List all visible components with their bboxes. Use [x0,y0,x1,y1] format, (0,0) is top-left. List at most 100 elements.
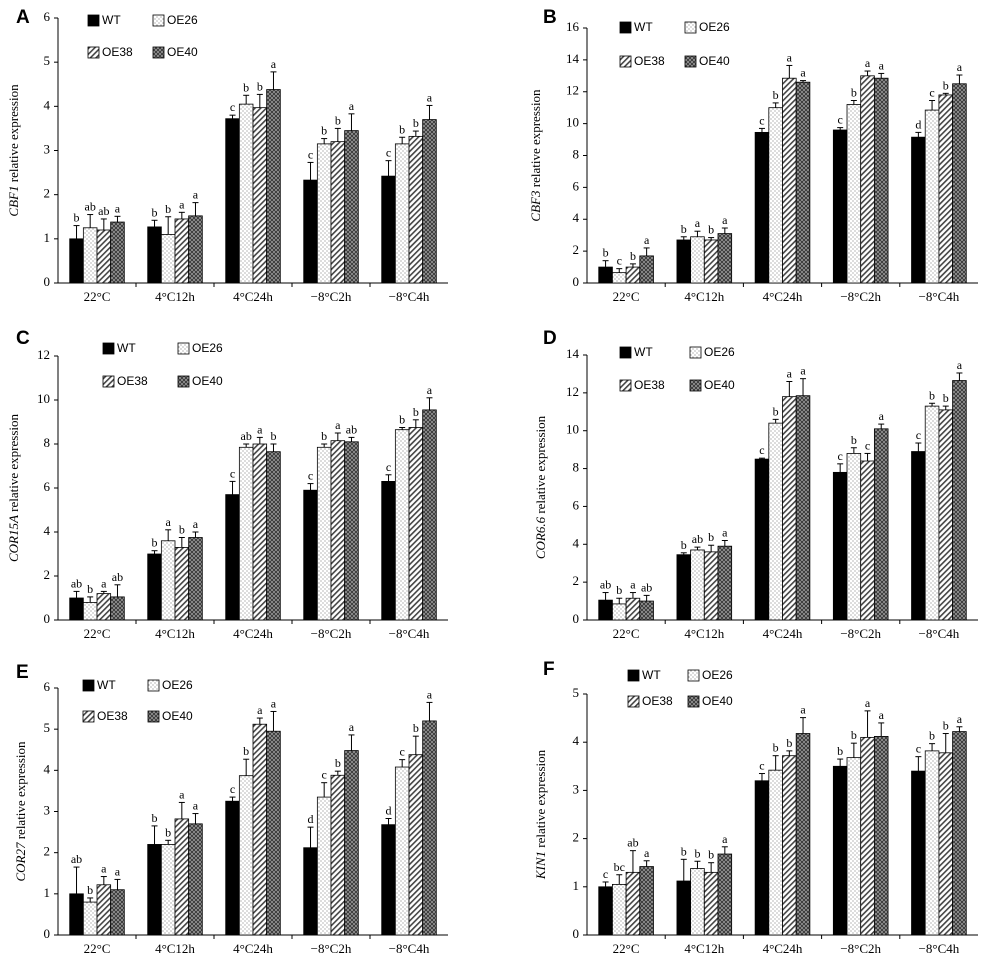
bar-oe26-1 [612,883,627,936]
legend-swatch-oe40 [689,379,702,392]
y-tick-label: 12 [566,83,579,98]
significance-letter: a [695,216,701,230]
significance-letter: b [413,721,419,735]
y-tick-label: 6 [44,679,51,694]
bar-oe26-5 [394,766,410,936]
bar-wt-2 [676,880,692,936]
significance-letter: a [800,66,806,80]
significance-letter: ab [692,532,703,546]
bar-wt-5 [911,451,926,621]
x-category-label: 4°C12h [155,941,195,956]
y-tick-label: 6 [44,479,51,494]
y-tick-label: 2 [44,567,51,582]
significance-letter: b [929,388,935,402]
legend-swatch-oe38 [619,55,632,68]
legend-label-oe26: OE26 [702,668,733,682]
legend-label-wt: WT [642,668,661,682]
y-tick-label: 5 [44,720,51,735]
significance-letter: b [335,756,341,770]
bar-wt-5 [911,136,926,284]
legend-swatch-wt [627,669,640,682]
significance-letter: b [694,846,700,860]
bar-oe26-4 [316,796,332,936]
bar-oe40-2 [188,823,203,936]
bar-oe26-4 [846,453,862,621]
significance-letter: b [786,736,792,750]
bar-oe26-4 [846,104,862,284]
bar-wt-4 [832,471,848,621]
x-category-label: 22°C [84,289,111,304]
bar-oe38-1 [96,229,112,284]
significance-letter: a [787,367,793,381]
significance-letter: a [349,99,355,113]
legend-swatch-wt [102,342,115,355]
significance-letter: b [179,523,185,537]
significance-letter: c [386,460,391,474]
x-category-label: −8°C4h [389,626,430,641]
x-category-label: −8°C2h [311,289,352,304]
bar-oe38-4 [860,736,875,936]
bar-oe26-2 [160,234,176,284]
bar-wt-1 [598,599,613,621]
significance-letter: b [708,530,714,544]
significance-letter: a [865,56,871,70]
significance-letter: b [413,405,419,419]
bar-oe38-3 [252,723,268,936]
legend-label-oe38: OE38 [642,694,673,708]
y-tick-label: 12 [566,384,579,399]
bar-oe38-2 [174,547,190,621]
bar-oe38-1 [625,266,641,284]
legend-swatch-oe40 [684,55,697,68]
significance-letter: b [773,404,779,418]
legend-swatch-oe26 [684,21,697,34]
bar-oe38-4 [860,75,875,284]
bar-wt-5 [911,770,926,936]
significance-letter: c [759,759,764,773]
bar-oe26-1 [82,901,98,936]
legend-swatch-oe38 [82,710,95,723]
legend-swatch-wt [82,679,95,692]
y-tick-label: 1 [44,230,51,245]
y-tick-label: 0 [44,611,51,626]
legend-swatch-wt [619,21,632,34]
y-axis-gene-name: CBF1 [6,186,21,217]
significance-letter: b [630,249,636,263]
significance-letter: b [257,79,263,93]
y-tick-label: 1 [44,885,51,900]
bar-oe38-2 [174,218,190,284]
significance-letter: b [413,116,419,130]
significance-letter: bc [614,860,625,874]
x-category-label: 22°C [613,941,640,956]
y-tick-label: 4 [44,97,51,112]
y-axis-gene-name: COR27 [13,842,28,882]
bar-oe26-2 [160,540,176,621]
y-axis-gene-name: KIN1 [533,851,548,880]
legend-swatch-wt [87,14,100,27]
bar-oe38-5 [938,94,953,284]
panel-label: F [543,659,555,680]
significance-letter: ab [71,576,82,590]
bar-oe26-4 [316,143,332,284]
legend-swatch-oe38 [627,695,640,708]
x-category-label: 4°C24h [763,941,803,956]
bar-oe40-3 [266,451,281,621]
y-axis-title-suffix: relative expression [533,749,548,851]
bar-oe38-4 [330,440,346,621]
y-axis-title: COR6.6 relative expression [533,415,548,559]
bar-wt-1 [69,893,84,936]
significance-letter: a [101,576,107,590]
significance-letter: a [957,60,963,74]
bar-wt-3 [754,458,770,621]
bar-oe38-2 [703,871,719,936]
x-category-label: 4°C12h [155,289,195,304]
chart-panel-c: C 0 2 4 6 8 10 12 COR15A relative expression 22°C… [6,328,448,641]
significance-letter: a [179,197,185,211]
y-tick-label: 2 [573,573,580,588]
bar-oe38-5 [408,135,424,284]
legend-swatch-oe26 [147,679,160,692]
significance-letter: ab [641,580,652,594]
y-tick-label: 8 [573,460,580,475]
significance-letter: b [708,223,714,237]
bar-wt-4 [832,129,848,284]
y-tick-label: 0 [573,926,580,941]
